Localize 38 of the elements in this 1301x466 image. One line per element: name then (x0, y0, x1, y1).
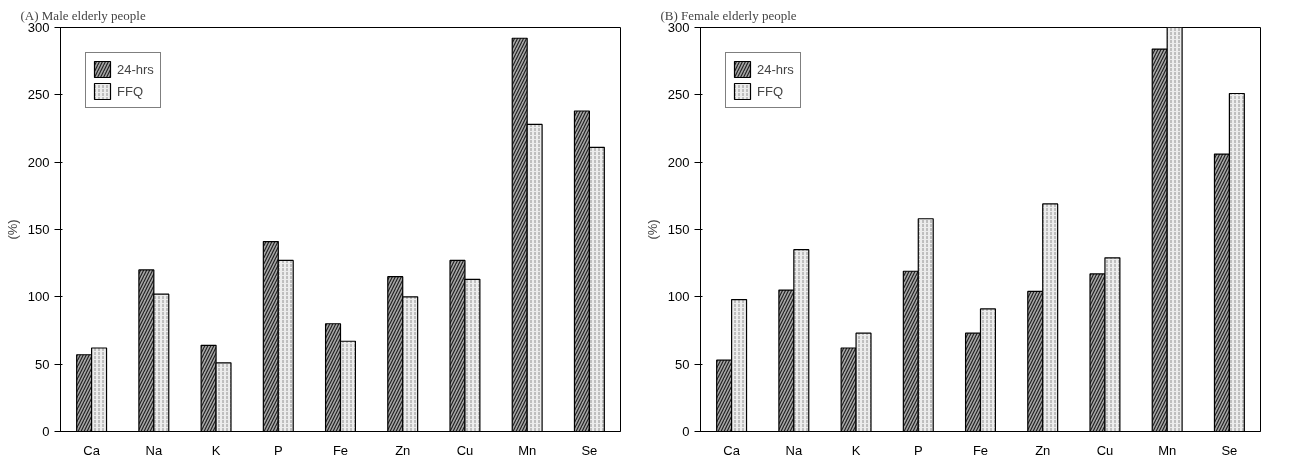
chart-title: (B) Female elderly people (660, 7, 797, 23)
legend-label: FFQ (117, 83, 143, 99)
y-tick-label: 150 (27, 222, 50, 237)
y-tick-label: 100 (667, 289, 690, 305)
x-tick-label: Na (145, 442, 163, 458)
legend-label: 24-hrs (117, 61, 154, 77)
x-tick-label: Zn (395, 442, 411, 458)
x-tick-label: K (851, 442, 861, 458)
x-tick-label: Zn (1035, 442, 1051, 458)
y-axis-title: (%) (4, 219, 20, 240)
x-tick-label: P (913, 442, 923, 458)
x-tick-label: Mn (518, 442, 537, 458)
x-tick-label: Fe (972, 442, 989, 458)
chart-title: (A) Male elderly people (20, 7, 146, 23)
y-tick-label: 150 (667, 222, 690, 237)
y-tick-label: 0 (682, 424, 690, 439)
x-tick-label: Na (785, 442, 803, 458)
y-tick-label: 0 (42, 424, 50, 439)
x-tick-label: Cu (456, 442, 474, 458)
x-tick-label: Cu (1096, 442, 1114, 458)
y-tick-label: 200 (27, 154, 50, 170)
x-tick-label: Fe (332, 442, 349, 458)
y-tick-label: 50 (35, 356, 50, 372)
x-tick-label: Ca (83, 442, 101, 458)
x-tick-label: Se (581, 442, 598, 458)
y-tick-label: 250 (27, 87, 50, 103)
y-tick-label: 100 (27, 289, 50, 305)
y-axis-title: (%) (644, 219, 660, 240)
x-tick-label: Ca (723, 442, 741, 458)
legend-label: 24-hrs (757, 61, 794, 77)
x-tick-label: P (273, 442, 283, 458)
y-tick-label: 50 (675, 356, 690, 372)
x-tick-label: Mn (1158, 442, 1177, 458)
x-tick-label: Se (1221, 442, 1238, 458)
legend-label: FFQ (757, 83, 783, 99)
y-tick-label: 250 (667, 87, 690, 103)
y-tick-label: 200 (667, 154, 690, 170)
x-tick-label: K (211, 442, 221, 458)
